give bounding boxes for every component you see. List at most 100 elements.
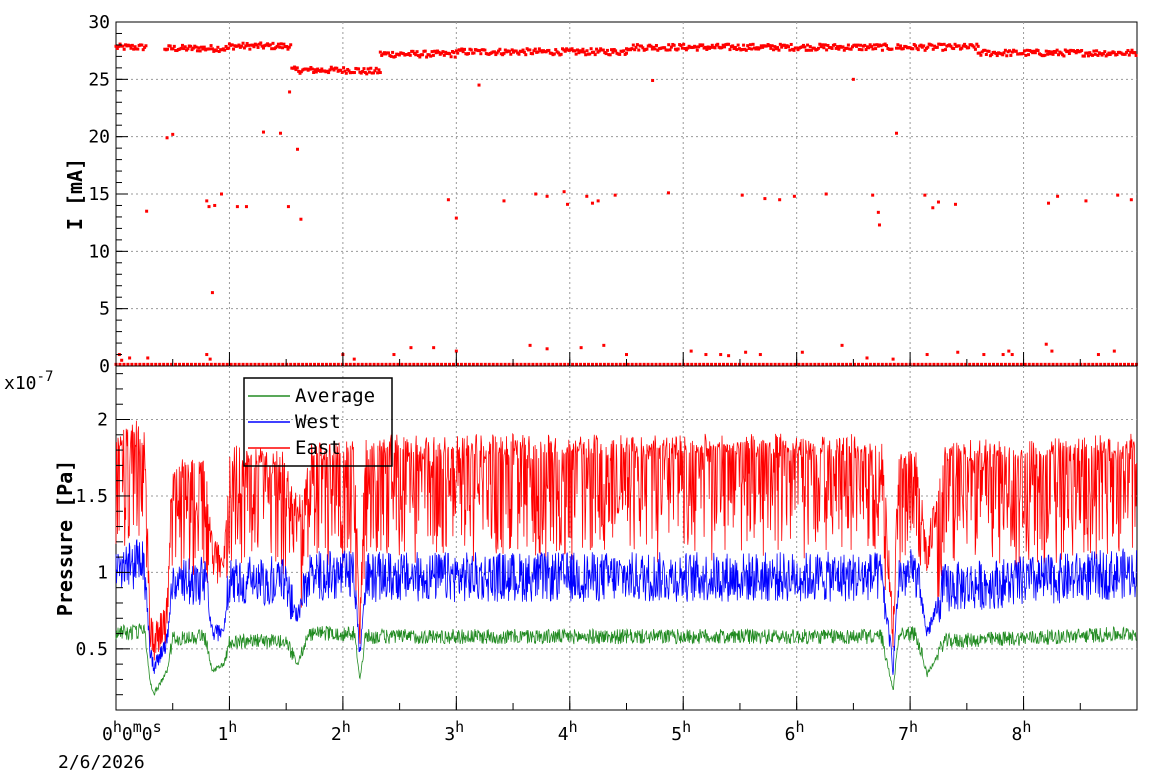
current-point — [746, 44, 750, 48]
current-point — [122, 47, 126, 51]
current-point — [376, 71, 380, 75]
current-point — [581, 47, 585, 51]
current-point — [784, 45, 788, 49]
current-point — [785, 362, 789, 366]
current-point — [543, 362, 547, 366]
current-point — [634, 362, 638, 366]
current-point — [340, 70, 344, 74]
current-point — [589, 47, 593, 51]
x-origin-unit: m — [133, 718, 142, 736]
current-point — [702, 362, 706, 366]
current-point — [554, 48, 558, 52]
current-point — [298, 71, 302, 75]
current-point — [777, 48, 781, 52]
current-point — [237, 362, 241, 366]
current-point — [253, 362, 257, 366]
current-point — [393, 54, 397, 58]
current-point — [931, 47, 935, 51]
current-point — [567, 362, 571, 366]
current-point — [666, 191, 670, 195]
current-point — [497, 49, 501, 53]
current-point — [227, 46, 231, 50]
current-point — [829, 362, 833, 366]
current-point — [1096, 353, 1100, 357]
current-point — [201, 47, 205, 51]
current-point — [796, 48, 800, 52]
current-point — [718, 362, 722, 366]
current-point — [710, 43, 714, 47]
current-point — [679, 43, 683, 47]
current-point — [682, 362, 686, 366]
current-point — [166, 362, 170, 366]
current-point — [901, 47, 905, 51]
current-point — [884, 362, 888, 366]
current-point — [415, 50, 419, 54]
current-point — [165, 136, 169, 140]
current-grid — [116, 22, 1137, 366]
current-point — [888, 362, 892, 366]
current-point — [454, 49, 458, 53]
current-point — [179, 46, 183, 50]
current-point — [301, 362, 305, 366]
current-point — [641, 46, 645, 50]
current-point — [792, 48, 796, 52]
current-point — [840, 343, 844, 347]
current-point — [356, 362, 360, 366]
current-point — [293, 65, 297, 69]
current-point — [556, 51, 560, 55]
current-point — [586, 362, 590, 366]
current-point — [515, 362, 519, 366]
current-point — [1066, 49, 1070, 53]
current-point — [651, 78, 655, 82]
current-point — [455, 362, 459, 366]
current-point — [1063, 48, 1067, 52]
current-point — [729, 362, 733, 366]
current-point — [705, 47, 709, 51]
current-point — [964, 362, 968, 366]
current-point — [456, 51, 460, 55]
current-point — [432, 362, 436, 366]
current-point — [585, 194, 589, 198]
current-point — [142, 362, 146, 366]
current-point — [237, 43, 241, 47]
x-tick-unit: h — [796, 718, 805, 736]
current-point — [949, 44, 953, 48]
current-point — [1050, 50, 1054, 54]
current-point — [669, 45, 673, 49]
current-point — [672, 43, 676, 47]
current-point — [894, 131, 898, 135]
current-point — [716, 42, 720, 46]
current-point — [197, 46, 201, 50]
current-point — [552, 52, 556, 56]
pressure-x-tick-label: 7h — [898, 718, 918, 745]
current-point — [639, 44, 643, 48]
current-point — [642, 362, 646, 366]
current-point — [181, 362, 185, 366]
current-point — [189, 44, 193, 48]
current-point — [819, 45, 823, 49]
pressure-y-axis-title: Pressure [Pa] — [53, 460, 77, 617]
current-point — [778, 198, 782, 202]
current-point — [737, 362, 741, 366]
current-point — [1088, 51, 1092, 55]
current-point — [745, 362, 749, 366]
current-y-tick-label: 20 — [88, 127, 110, 148]
current-point — [536, 50, 540, 54]
y-multiplier-exponent: -7 — [37, 369, 54, 385]
current-point — [1033, 51, 1037, 55]
current-point — [562, 190, 566, 194]
current-point — [735, 48, 739, 52]
current-point — [441, 50, 445, 54]
current-point — [723, 45, 727, 49]
pressure-x-tick-label: 5h — [671, 718, 691, 745]
current-point — [1067, 362, 1071, 366]
current-point — [638, 362, 642, 366]
current-point — [545, 347, 549, 351]
current-point — [880, 362, 884, 366]
current-point — [1010, 353, 1014, 357]
pressure-y-axis: 0.5 1 1.5 2 — [75, 373, 130, 711]
current-point — [912, 362, 916, 366]
y-multiplier-base: x10 — [4, 373, 37, 394]
current-point — [332, 362, 336, 366]
